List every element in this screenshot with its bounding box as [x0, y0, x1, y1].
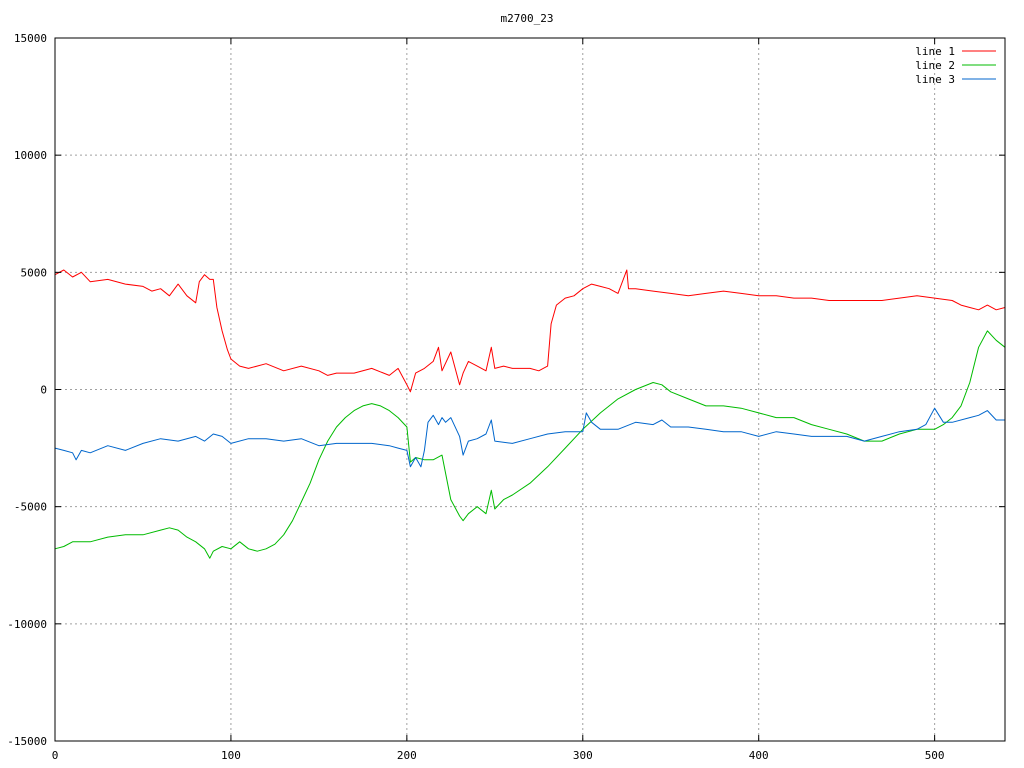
series-line-2	[54, 330, 1006, 559]
y-tick-label: 0	[40, 384, 47, 397]
legend-label-1: line 1	[915, 45, 955, 58]
y-tick-label: 5000	[21, 266, 48, 279]
legend-label-3: line 3	[915, 73, 955, 86]
x-tick-label: 400	[749, 749, 769, 762]
series-line-3	[54, 407, 1005, 468]
y-tick-label: 15000	[14, 32, 47, 45]
y-tick-label: -10000	[7, 618, 47, 631]
axis-ticks: 0 100 200 300 400 500 -15000 -10000 -5000 0 5000 10…	[7, 32, 1005, 762]
x-tick-label: 200	[397, 749, 417, 762]
x-tick-label: 300	[573, 749, 593, 762]
grid	[55, 38, 1005, 741]
y-tick-label: -5000	[14, 501, 47, 514]
x-tick-label: 500	[925, 749, 945, 762]
legend-label-2: line 2	[915, 59, 955, 72]
x-tick-label: 100	[221, 749, 241, 762]
y-tick-label: -15000	[7, 735, 47, 748]
series-line-1	[54, 269, 1006, 393]
chart-title: m2700_23	[501, 12, 554, 25]
y-tick-label: 10000	[14, 149, 47, 162]
x-tick-label: 0	[52, 749, 59, 762]
series-layer	[54, 269, 1006, 559]
